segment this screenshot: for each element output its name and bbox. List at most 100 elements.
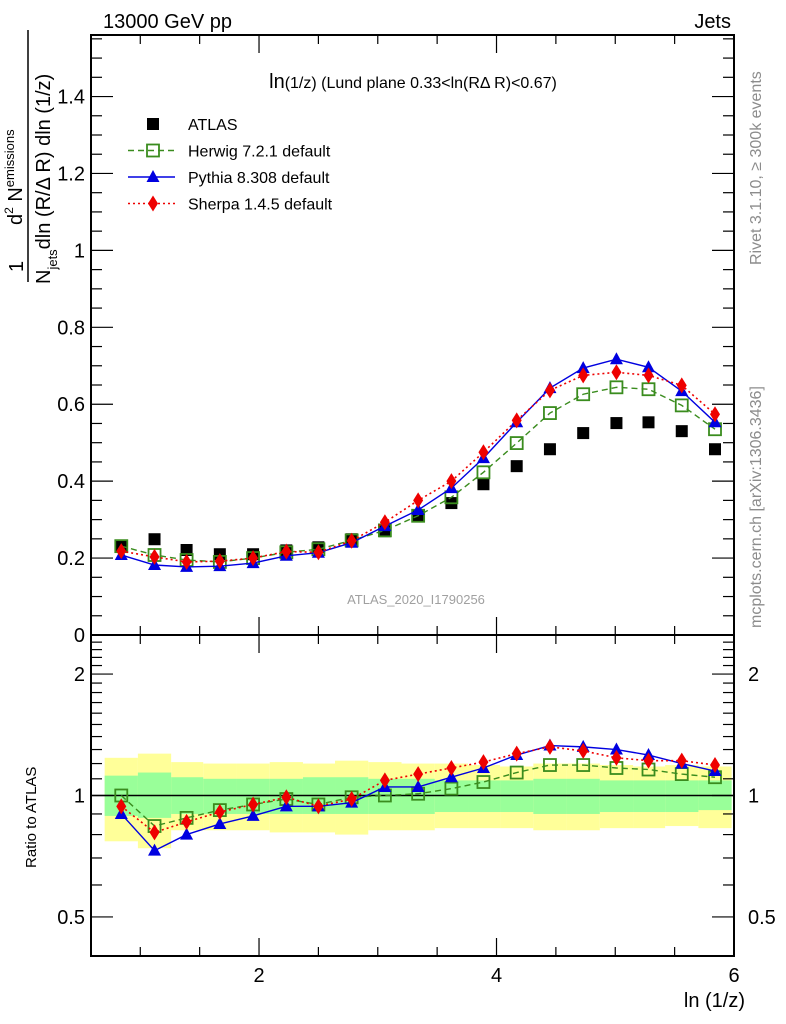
- main-point: [577, 427, 590, 440]
- legend-label: Sherpa 1.4.5 default: [188, 197, 333, 214]
- ratio-point: [149, 824, 160, 841]
- main-point: [346, 532, 357, 549]
- main-y-tick-label: 1.4: [57, 87, 85, 109]
- main-series-2: [114, 352, 722, 572]
- main-point: [676, 377, 687, 394]
- ratio-point: [544, 738, 555, 755]
- main-point: [478, 444, 489, 461]
- y-label-den-rest: dln (R/Δ R) dln (1/z): [33, 74, 55, 250]
- main-plot-title-rest: (1/z) (Lund plane 0.33<ln(RΔ R)<0.67): [285, 75, 557, 92]
- main-point: [116, 543, 127, 560]
- ratio-point: [248, 796, 259, 813]
- ratio-point: [611, 749, 622, 766]
- ratio-point: [676, 752, 687, 769]
- y-label-denominator: Njetsdln (R/Δ R) dln (1/z): [33, 74, 60, 284]
- ratio-y-tick-label: 2: [74, 664, 85, 686]
- legend-marker: [146, 170, 160, 182]
- main-point: [544, 382, 555, 399]
- main-point: [642, 416, 655, 429]
- legend-entry: Herwig 7.2.1 default: [128, 144, 331, 161]
- ratio-point: [576, 758, 591, 772]
- rivet-label: Rivet 3.1.10, ≥ 300k events: [748, 71, 765, 265]
- main-panel: 0 0.2 0.4 0.6 0.8 1 1.2 1.4 ln(1/z) (Lund plane…: [2, 30, 735, 647]
- ratio-point: [411, 779, 425, 792]
- x-tick-label: 6: [728, 965, 739, 987]
- legend-entry: Pythia 8.308 default: [128, 170, 330, 187]
- ratio-point: [346, 791, 357, 808]
- main-point: [609, 352, 623, 365]
- ratio-series-2: [116, 738, 721, 841]
- y-label-d: d: [5, 214, 27, 225]
- ratio-y-tick-label: 1: [74, 786, 85, 808]
- legend-marker: [147, 118, 159, 130]
- ratio-y-tick-label: 0.5: [57, 907, 85, 929]
- ratio-point: [413, 766, 424, 783]
- ratio-point: [213, 816, 227, 829]
- main-point: [643, 367, 654, 384]
- main-y-tick-label: 1.2: [57, 163, 85, 185]
- main-y-tick-label: 0: [74, 625, 85, 647]
- legend: ATLAS Herwig 7.2.1 default Pythia 8.308 de…: [128, 117, 333, 214]
- main-point: [248, 550, 259, 567]
- main-plot-title-prefix: ln: [269, 71, 285, 93]
- main-point: [511, 412, 522, 429]
- main-point: [710, 406, 721, 423]
- ratio-panel: 0.5 0.5 1 1 2 2 2 4 6 Ratio to ATLAS ln (1/z): [23, 634, 776, 1012]
- main-point: [642, 360, 656, 373]
- main-ticks: 0 0.2 0.4 0.6 0.8 1 1.2 1.4: [57, 35, 735, 647]
- y-label-sup2: 2: [2, 207, 16, 214]
- main-point: [446, 473, 457, 490]
- ratio-series-layer: [114, 738, 722, 856]
- main-plot-title: ln(1/z) (Lund plane 0.33<ln(RΔ R)<0.67): [269, 71, 557, 93]
- main-point: [181, 553, 192, 570]
- header-right-label: Jets: [694, 11, 731, 33]
- main-point: [411, 503, 425, 515]
- main-point: [576, 387, 591, 402]
- main-point: [543, 406, 557, 420]
- x-axis-label: ln (1/z): [684, 990, 745, 1012]
- main-point: [413, 492, 424, 509]
- main-point: [148, 533, 161, 546]
- ratio-point: [444, 770, 458, 783]
- legend-marker: [148, 195, 158, 212]
- y-label-N: N: [5, 187, 27, 207]
- ratio-point: [181, 813, 192, 830]
- y-label-den-N: N: [33, 270, 55, 284]
- main-y-tick-label: 0.2: [57, 548, 85, 570]
- main-point: [149, 548, 160, 565]
- main-point: [675, 425, 688, 438]
- main-series-0: [115, 416, 722, 561]
- legend-label: ATLAS: [188, 117, 238, 134]
- legend-entry: Sherpa 1.4.5 default: [128, 195, 333, 214]
- main-point: [609, 380, 624, 395]
- ratio-point: [180, 827, 194, 840]
- main-point: [313, 544, 324, 561]
- mcplots-label: mcplots.cern.ch [arXiv:1306.3436]: [748, 386, 765, 628]
- main-point: [476, 465, 491, 480]
- ratio-y-tick-label-right: 0.5: [748, 907, 776, 929]
- ratio-point: [643, 752, 654, 769]
- main-point: [576, 361, 590, 374]
- main-series-3: [116, 364, 721, 570]
- ratio-point: [511, 745, 522, 762]
- ratio-point: [379, 772, 390, 789]
- legend-entry: ATLAS: [147, 117, 238, 134]
- ratio-point: [148, 843, 162, 856]
- ratio-point: [246, 808, 260, 821]
- ratio-point: [279, 799, 293, 812]
- legend-label: Pythia 8.308 default: [188, 170, 330, 187]
- main-y-tick-label: 0.8: [57, 317, 85, 339]
- ratio-point: [116, 798, 127, 815]
- y-label-numerator: 1: [6, 261, 28, 272]
- ratio-point: [444, 781, 459, 796]
- y-label-sub-jets: jets: [45, 249, 60, 271]
- main-y-tick-label: 1: [74, 240, 85, 262]
- legend-marker: [146, 143, 160, 158]
- main-point: [509, 436, 524, 450]
- main-point: [610, 417, 623, 430]
- ratio-point: [214, 804, 225, 821]
- ratio-y-tick-label-right: 2: [748, 664, 759, 686]
- main-series-line-2: [121, 358, 716, 568]
- ratio-ticks: 0.5 0.5 1 1 2 2 2 4 6: [57, 634, 776, 987]
- ratio-point: [543, 758, 557, 772]
